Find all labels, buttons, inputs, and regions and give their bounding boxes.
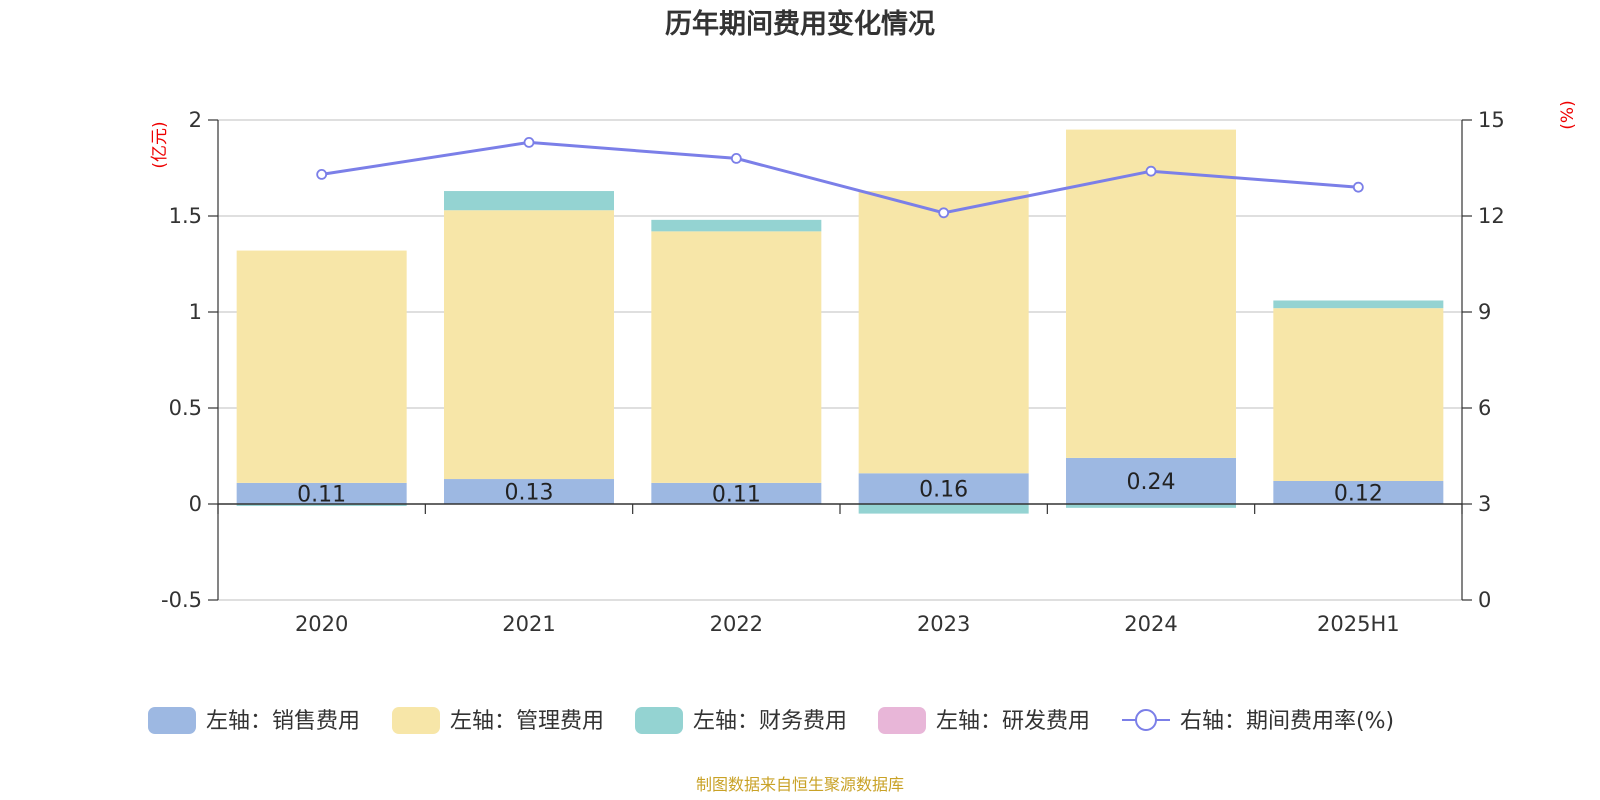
source-note: 制图数据来自恒生聚源数据库 — [696, 775, 904, 794]
rate-point — [523, 136, 535, 148]
data-label: 0.11 — [712, 482, 761, 507]
bar-segment — [858, 473, 1029, 504]
data-label: 0.13 — [505, 481, 554, 506]
bar-segment — [236, 482, 407, 504]
bar-segment — [236, 504, 407, 506]
rate-point — [1352, 181, 1364, 193]
bar-segment — [651, 219, 822, 232]
bar-segment — [858, 504, 1029, 514]
x-tick-label: 2022 — [710, 612, 763, 636]
right-axis-unit: (%) — [1558, 100, 1578, 129]
legend-swatch — [148, 707, 196, 734]
x-tick-label: 2023 — [917, 612, 970, 636]
bar-segment — [1066, 129, 1236, 458]
legend-label: 左轴：管理费用 — [450, 709, 604, 734]
legend-label: 左轴：研发费用 — [936, 709, 1090, 734]
bar-segment — [444, 191, 614, 211]
legend-swatch — [392, 707, 440, 734]
left-tick-label: 1 — [189, 300, 202, 324]
legend-label: 右轴：期间费用率(%) — [1180, 709, 1394, 734]
left-tick-label: 1.5 — [169, 204, 202, 228]
left-tick-label: 0 — [189, 492, 202, 516]
x-tick-label: 2020 — [295, 612, 348, 636]
data-label: 0.12 — [1334, 481, 1383, 506]
right-tick-label: 6 — [1478, 396, 1491, 420]
bar-segment — [1273, 308, 1444, 481]
gridlines — [218, 119, 1462, 601]
bar-segment — [1273, 300, 1444, 309]
bar-series — [236, 129, 1444, 514]
legend: 左轴：销售费用 左轴：管理费用 左轴：财务费用 左轴：研发费用 右轴：期间费用率(%) — [148, 707, 1394, 734]
rate-line — [321, 140, 1359, 215]
axes: -0.5 0 0.5 1 1.5 2 0 3 6 9 12 15 2020 2021 2022 2023 202… — [161, 108, 1505, 636]
data-labels: 0.11 0.13 0.11 0.16 0.24 0.12 — [297, 470, 1383, 507]
bar-segment — [444, 210, 614, 480]
bar-segment — [1066, 457, 1236, 504]
right-tick-label: 12 — [1478, 204, 1505, 228]
left-tick-label: 0.5 — [169, 396, 202, 420]
data-label: 0.24 — [1127, 470, 1176, 495]
chart-title: 历年期间费用变化情况 — [665, 8, 935, 40]
legend-label: 左轴：销售费用 — [206, 709, 360, 734]
left-tick-label: 2 — [189, 108, 202, 132]
x-tick-label: 2021 — [502, 612, 555, 636]
rate-point — [730, 152, 742, 164]
legend-label: 左轴：财务费用 — [693, 709, 847, 734]
x-tick-label: 2025H1 — [1317, 612, 1400, 636]
bar-segment — [1066, 504, 1236, 508]
data-label: 0.16 — [919, 478, 968, 503]
rate-point — [316, 168, 328, 180]
legend-swatch — [1135, 709, 1157, 731]
bar-segment — [651, 231, 822, 483]
rate-point — [938, 207, 950, 219]
bar-segment — [651, 482, 822, 504]
right-tick-label: 3 — [1478, 492, 1491, 516]
right-tick-label: 9 — [1478, 300, 1491, 324]
rate-point — [1145, 165, 1157, 177]
right-tick-label: 15 — [1478, 108, 1505, 132]
bar-segment — [444, 479, 614, 504]
bar-segment — [236, 250, 407, 483]
legend-swatch — [635, 707, 683, 734]
x-tick-label: 2024 — [1124, 612, 1177, 636]
right-tick-label: 0 — [1478, 588, 1491, 612]
left-axis-unit: (亿元) — [150, 121, 170, 168]
legend-swatch — [878, 707, 926, 734]
bar-segment — [1273, 480, 1444, 504]
expense-rate-line — [316, 136, 1364, 219]
left-tick-label: -0.5 — [161, 588, 202, 612]
data-label: 0.11 — [297, 482, 346, 507]
bar-segment — [858, 191, 1029, 474]
